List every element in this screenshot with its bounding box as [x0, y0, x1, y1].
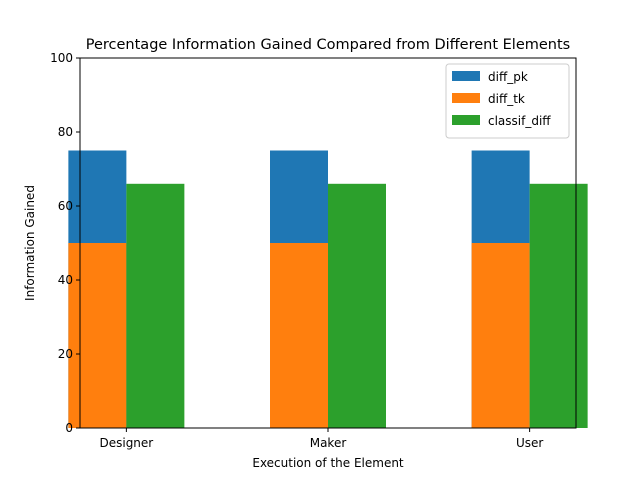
- x-tick-label: Maker: [310, 436, 347, 450]
- bar-diff_tk-designer: [68, 243, 127, 428]
- legend-swatch-diff_tk: [452, 93, 480, 103]
- chart-title: Percentage Information Gained Compared f…: [86, 37, 570, 53]
- y-axis-label: Information Gained: [23, 185, 37, 301]
- legend-label-diff_tk: diff_tk: [488, 92, 525, 106]
- y-tick-label: 60: [58, 199, 73, 213]
- bar-diff_tk-user: [471, 243, 530, 428]
- legend-label-classif_diff: classif_diff: [488, 114, 551, 128]
- y-tick-label: 100: [50, 51, 73, 65]
- y-axis: 0 20 40 60 80 100: [50, 51, 80, 435]
- legend-swatch-diff_pk: [452, 71, 480, 81]
- x-tick-label: Designer: [99, 436, 153, 450]
- y-tick-label: 0: [65, 421, 73, 435]
- legend-label-diff_pk: diff_pk: [488, 70, 528, 84]
- bar-diff_tk-maker: [270, 243, 328, 428]
- legend-swatch-classif_diff: [452, 115, 480, 125]
- y-tick-label: 40: [58, 273, 73, 287]
- y-tick-label: 80: [58, 125, 73, 139]
- legend: diff_pk diff_tk classif_diff: [445, 63, 570, 139]
- bar-classif_diff-designer: [126, 183, 185, 428]
- bar-classif_diff-user: [529, 183, 588, 428]
- y-tick-label: 20: [58, 347, 73, 361]
- x-tick-label: User: [516, 436, 543, 450]
- x-axis-label: Execution of the Element: [252, 456, 404, 470]
- bar-classif_diff-maker: [328, 183, 386, 428]
- bars-group: [68, 150, 588, 428]
- x-axis: Designer Maker User: [99, 428, 543, 450]
